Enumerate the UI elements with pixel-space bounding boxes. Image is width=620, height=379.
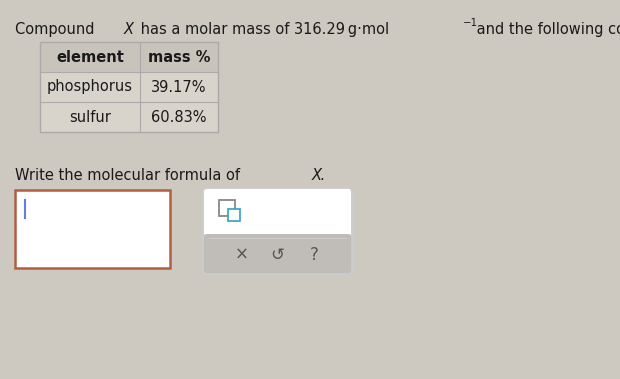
Bar xyxy=(219,200,235,216)
FancyBboxPatch shape xyxy=(203,188,352,274)
Text: X: X xyxy=(123,22,133,37)
Text: 39.17%: 39.17% xyxy=(151,80,206,94)
Bar xyxy=(40,42,218,132)
Text: has a molar mass of 316.29 g·mol: has a molar mass of 316.29 g·mol xyxy=(136,22,389,37)
Text: ?: ? xyxy=(309,246,318,264)
Text: Compound: Compound xyxy=(15,22,99,37)
Text: ×: × xyxy=(234,246,248,264)
Text: 60.83%: 60.83% xyxy=(151,110,206,124)
Text: and the following composition:: and the following composition: xyxy=(472,22,620,37)
Text: Write the molecular formula of: Write the molecular formula of xyxy=(15,168,245,183)
Text: mass %: mass % xyxy=(148,50,210,64)
Bar xyxy=(15,190,170,268)
Bar xyxy=(228,209,240,221)
Text: ↺: ↺ xyxy=(270,246,285,264)
Text: X: X xyxy=(311,168,321,183)
Text: .: . xyxy=(319,168,324,183)
Bar xyxy=(40,72,218,132)
FancyBboxPatch shape xyxy=(203,234,352,274)
Text: sulfur: sulfur xyxy=(69,110,111,124)
Text: phosphorus: phosphorus xyxy=(47,80,133,94)
Text: element: element xyxy=(56,50,124,64)
Text: −1: −1 xyxy=(463,18,478,28)
Bar xyxy=(40,42,218,72)
